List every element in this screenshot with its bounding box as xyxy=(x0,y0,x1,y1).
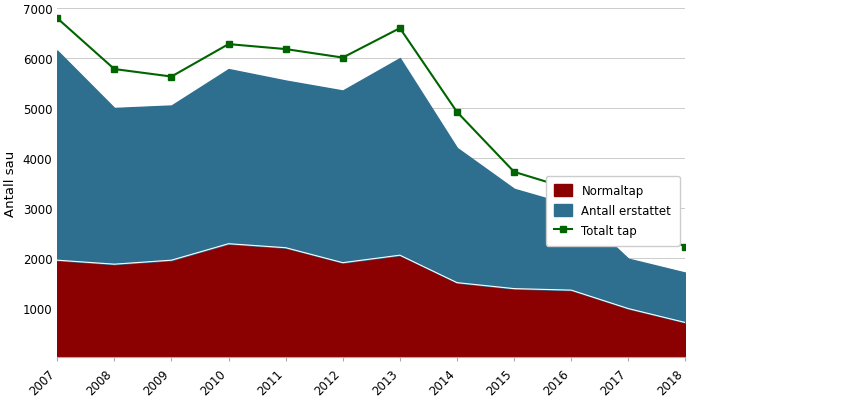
Legend: Normaltap, Antall erstattet, Totalt tap: Normaltap, Antall erstattet, Totalt tap xyxy=(546,176,680,246)
Y-axis label: Antall sau: Antall sau xyxy=(4,150,17,217)
